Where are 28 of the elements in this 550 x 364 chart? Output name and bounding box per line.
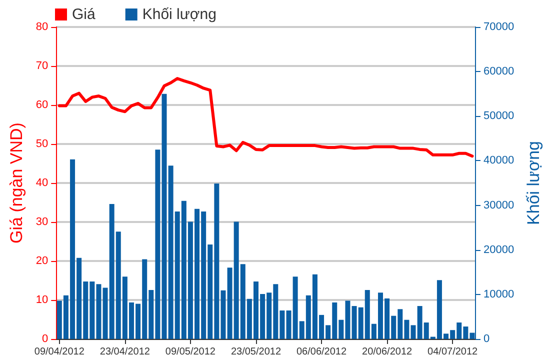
x-tick-label: 09/05/2012 [165, 346, 216, 358]
y-axis-title: Giá (ngàn VND) [7, 122, 26, 244]
y-tick-label: 60 [36, 99, 48, 111]
y2-tick-label: 30000 [484, 199, 514, 212]
y-tick-label: 30 [36, 216, 48, 228]
y2-tick-label: 70000 [484, 21, 514, 33]
x-tick-label: 09/04/2012 [34, 346, 85, 358]
y2-axis-title: Khối lượng [524, 141, 543, 225]
y2-tick-label: 60000 [484, 66, 514, 78]
y2-tick-label: 0 [484, 333, 490, 345]
y-tick-label: 0 [42, 333, 48, 345]
y2-tick-label: 20000 [484, 244, 514, 256]
legend-label: Giá [72, 6, 96, 23]
y2-tick-label: 50000 [484, 110, 514, 122]
x-tick-label: 23/05/2012 [230, 346, 282, 358]
y-tick-label: 70 [36, 60, 48, 72]
x-tick-label: 23/04/2012 [100, 346, 150, 358]
x-tick-label: 04/07/2012 [428, 346, 478, 358]
y-tick-label: 40 [36, 177, 48, 189]
y2-tick-label: 40000 [484, 154, 514, 167]
y-tick-label: 50 [36, 138, 48, 150]
y2-tick-label: 10000 [484, 288, 514, 300]
y-tick-label: 80 [36, 21, 48, 33]
x-tick-label: 20/06/2012 [362, 346, 413, 358]
x-tick-label: 06/06/2012 [296, 346, 347, 358]
y-tick-label: 20 [36, 255, 48, 267]
y-tick-label: 10 [36, 294, 48, 306]
legend-label: Khối lượng [142, 6, 216, 23]
